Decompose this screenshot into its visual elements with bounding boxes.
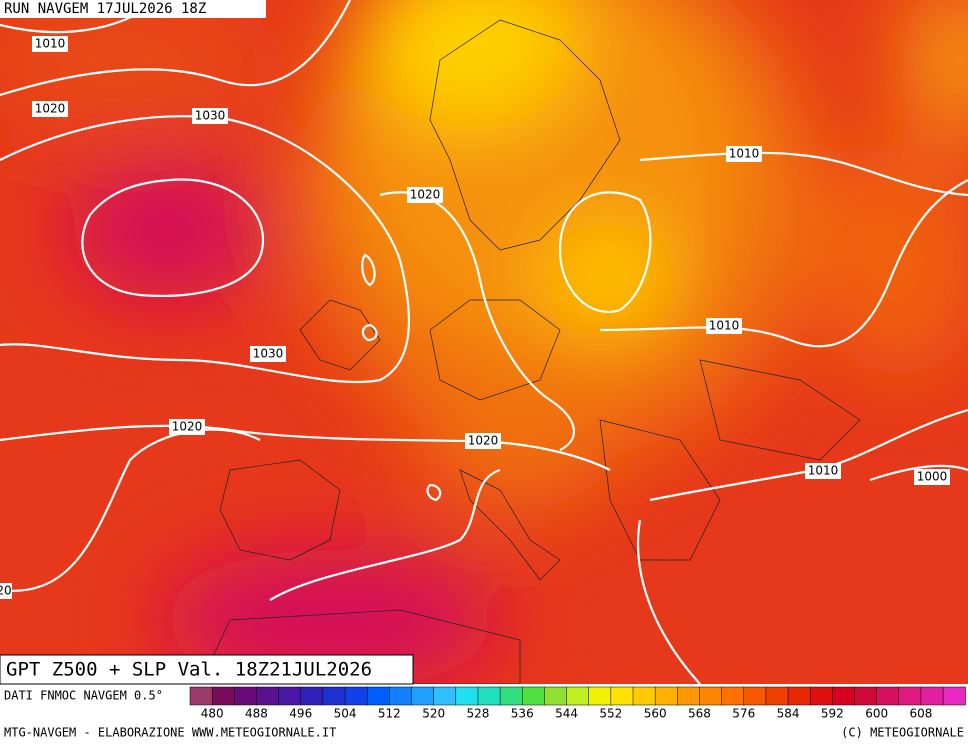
colorbar-swatch (234, 686, 258, 706)
contour-label-box (465, 433, 501, 449)
contour-label: 1020 (35, 102, 66, 116)
contour-label-box (192, 108, 228, 124)
contour-label: 1030 (253, 347, 284, 361)
colorbar-swatch (942, 686, 966, 706)
colorbar-swatch (522, 686, 545, 706)
colorbar-swatch (588, 686, 612, 706)
contour-label-box (250, 346, 286, 362)
colorbar-swatch (300, 686, 324, 706)
contour-label: 1020 (172, 420, 203, 434)
colorbar-swatch (610, 686, 634, 706)
colorbar-label: 536 (511, 707, 534, 721)
contour-label-box (805, 463, 841, 479)
colorbar-swatch (677, 686, 700, 706)
run-header: RUN NAVGEM 17JUL2026 18Z (4, 1, 206, 17)
colorbar-swatch (211, 686, 235, 706)
map-title: GPT Z500 + SLP Val. 18Z21JUL2026 (6, 659, 372, 681)
colorbar-swatch (189, 686, 213, 706)
header-box (0, 0, 266, 18)
colorbar-swatch (809, 686, 833, 706)
colorbar-swatch (455, 686, 479, 706)
colorbar-label: 520 (422, 707, 445, 721)
contour-label-box (32, 101, 68, 117)
colorbar-label: 496 (289, 707, 312, 721)
colorbar-swatch (787, 686, 811, 706)
colorbar-label: 600 (865, 707, 888, 721)
colorbar-label: 576 (732, 707, 755, 721)
contour-label-box (407, 187, 443, 203)
colorbar-swatch (366, 686, 390, 706)
colorbar-label: 480 (201, 707, 224, 721)
colorbar-label: 584 (777, 707, 800, 721)
contour-label: 1020 (410, 188, 441, 202)
colorbar-swatch (898, 686, 922, 706)
contour-label: 1020 (468, 434, 499, 448)
colorbar-label: 544 (555, 707, 578, 721)
title-box (0, 654, 414, 685)
colorbar-swatch (832, 686, 856, 706)
colorbar-swatch (344, 686, 368, 706)
colorbar-label: 552 (599, 707, 622, 721)
colorbar-label: 560 (644, 707, 667, 721)
colorbar-swatch (544, 686, 568, 706)
colorbar-swatch (278, 686, 302, 706)
colorbar-swatch (743, 686, 767, 706)
colorbar-swatch (389, 686, 413, 706)
colorbar-swatch (876, 686, 900, 706)
colorbar-swatch (256, 686, 280, 706)
colorbar-swatch (765, 686, 789, 706)
colorbar-label: 488 (245, 707, 268, 721)
colorbar-label: 592 (821, 707, 844, 721)
contour-label-box (914, 469, 950, 485)
contour-label: 1010 (35, 37, 66, 51)
colorbar-label: 528 (466, 707, 489, 721)
contour-label-box (0, 583, 12, 599)
contour-label: 1010 (709, 319, 740, 333)
contour-label: 20 (0, 584, 12, 598)
colorbar-swatch (854, 686, 878, 706)
colorbar: 480 488 496 504 512 520 528 536 544 552 560 568 576 5… (189, 686, 966, 721)
contour-label: 1010 (808, 464, 839, 478)
credit-left: MTG-NAVGEM - ELABORAZIONE WWW.METEOGIORN… (4, 726, 336, 740)
colorbar-swatch (566, 686, 590, 706)
contour-label-box (706, 318, 742, 334)
colorbar-label: 608 (909, 707, 932, 721)
colorbar-swatch (322, 686, 346, 706)
colorbar-swatch (411, 686, 435, 706)
colorbar-swatch (499, 686, 523, 706)
contour-label-box (32, 36, 68, 52)
colorbar-swatch (632, 686, 656, 706)
colorbar-swatch (433, 686, 457, 706)
contour-label: 1000 (917, 470, 948, 484)
colorbar-label: 504 (334, 707, 357, 721)
colorbar-label: 512 (378, 707, 401, 721)
data-source: DATI FNMOC NAVGEM 0.5° (4, 689, 163, 703)
colorbar-swatch (721, 686, 745, 706)
credit-right: (C) METEOGIORNALE (841, 726, 964, 740)
contour-label: 1010 (729, 147, 760, 161)
colorbar-label: 568 (688, 707, 711, 721)
map-field: 1010 1020 1030 1020 1010 1010 1030 1020 … (0, 0, 968, 684)
contour-label-box (169, 419, 205, 435)
colorbar-swatch (477, 686, 501, 706)
colorbar-swatch (920, 686, 944, 706)
contour-label: 1030 (195, 109, 226, 123)
colorbar-swatch (699, 686, 723, 706)
colorbar-swatch (654, 686, 678, 706)
contour-label-box (726, 146, 762, 162)
